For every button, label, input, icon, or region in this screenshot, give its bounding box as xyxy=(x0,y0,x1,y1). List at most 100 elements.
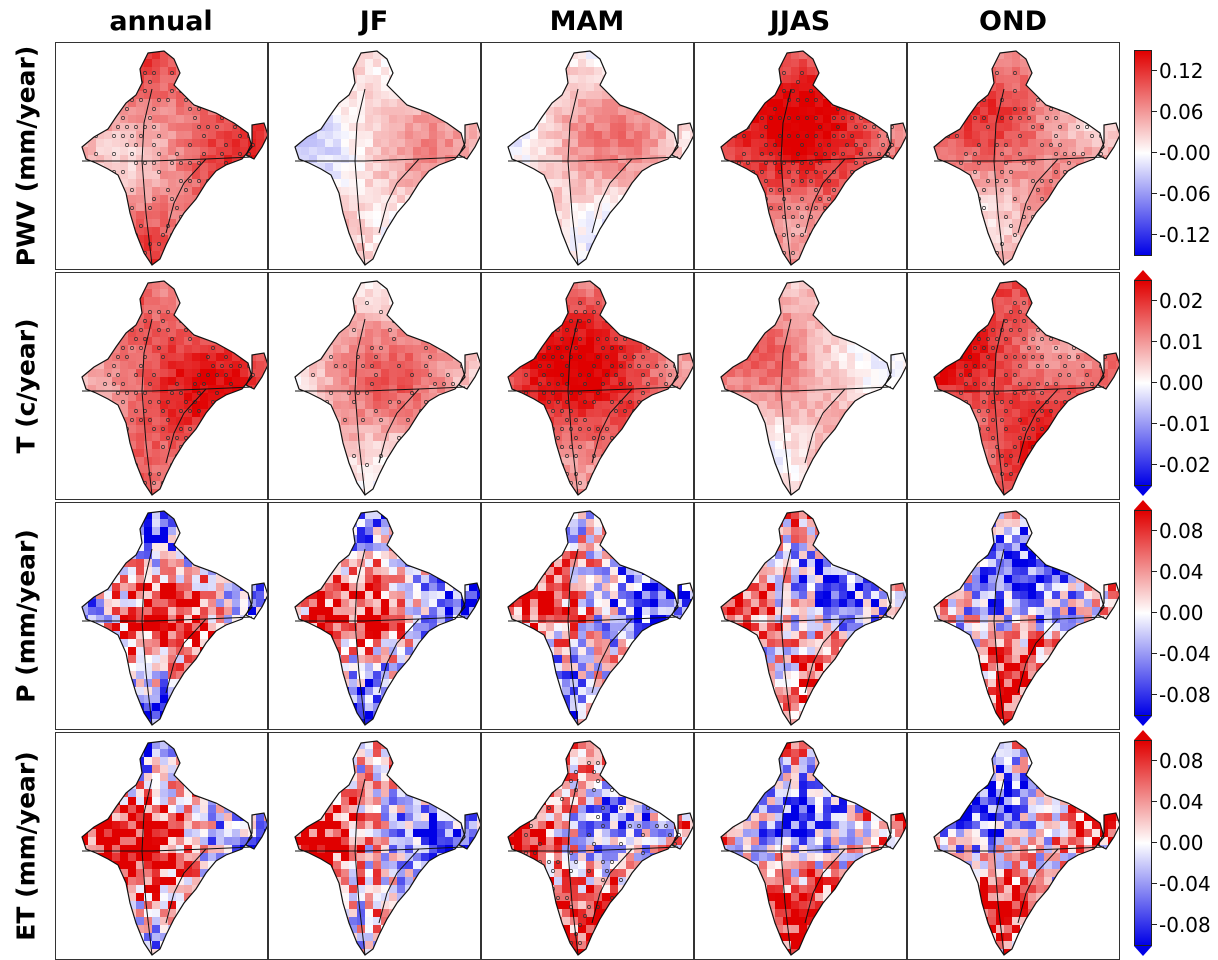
field-cells xyxy=(695,733,906,959)
colorbar-tick: -0.04 xyxy=(1152,874,1211,894)
colorbar-extend-down xyxy=(1134,486,1152,496)
india-map xyxy=(908,43,1119,269)
map-panel-3-3 xyxy=(694,732,907,960)
india-map xyxy=(695,273,906,499)
field-cells xyxy=(482,273,693,499)
colorbar-tick: -0.01 xyxy=(1152,414,1211,434)
colorbar-gradient xyxy=(1134,740,1152,946)
map-panel-3-1 xyxy=(268,732,481,960)
row-label-0: PWV (mm/year) xyxy=(2,42,50,270)
field-cells xyxy=(695,273,906,499)
india-map xyxy=(56,733,267,959)
map-panel-1-1 xyxy=(268,272,481,500)
map-panel-2-3 xyxy=(694,502,907,730)
field-cells xyxy=(482,733,693,959)
india-map xyxy=(56,43,267,269)
colorbar-tick: -0.12 xyxy=(1152,225,1211,245)
field-cells xyxy=(56,733,267,959)
field-cells xyxy=(908,273,1119,499)
colorbar-tick: 0.02 xyxy=(1152,291,1204,311)
colorbar-tick: -0.02 xyxy=(1152,455,1211,475)
field-cells xyxy=(269,43,480,269)
field-cells xyxy=(908,733,1119,959)
field-cells xyxy=(908,503,1119,729)
field-cells xyxy=(269,733,480,959)
map-panel-2-1 xyxy=(268,502,481,730)
map-panel-1-0 xyxy=(55,272,268,500)
india-map xyxy=(695,733,906,959)
colorbar-3: 0.08 0.04 0.00 -0.04 -0.08 xyxy=(1130,740,1216,946)
india-map xyxy=(269,273,480,499)
india-map xyxy=(908,503,1119,729)
colorbar-tick: 0.01 xyxy=(1152,332,1204,352)
colorbar-extend-up xyxy=(1134,730,1152,740)
india-map xyxy=(695,503,906,729)
column-title-0: annual xyxy=(55,4,267,40)
colorbar-tick: -0.04 xyxy=(1152,644,1211,664)
column-title-2: MAM xyxy=(481,4,693,40)
india-map xyxy=(56,503,267,729)
colorbar-tick: 0.04 xyxy=(1152,562,1204,582)
colorbar-gradient xyxy=(1134,510,1152,716)
map-panel-2-2 xyxy=(481,502,694,730)
colorbar-tick: -0.08 xyxy=(1152,915,1211,935)
colorbar-tick: 0.00 xyxy=(1152,603,1204,623)
india-map xyxy=(56,273,267,499)
colorbar-tick: 0.00 xyxy=(1152,373,1204,393)
field-cells xyxy=(56,273,267,499)
map-panel-0-2 xyxy=(481,42,694,270)
colorbar-gradient xyxy=(1134,280,1152,486)
colorbar-tick: -0.06 xyxy=(1152,184,1211,204)
field-cells xyxy=(269,503,480,729)
map-panel-1-3 xyxy=(694,272,907,500)
india-map xyxy=(269,503,480,729)
row-label-2: P (mm/year) xyxy=(2,502,50,730)
column-title-4: OND xyxy=(907,4,1119,40)
map-panel-1-2 xyxy=(481,272,694,500)
colorbar-tick: 0.06 xyxy=(1152,102,1204,122)
india-map xyxy=(482,503,693,729)
colorbar-tick: 0.00 xyxy=(1152,833,1204,853)
row-label-3: ET (mm/year) xyxy=(2,732,50,960)
map-panel-3-4 xyxy=(907,732,1120,960)
colorbar-0: 0.12 0.06 -0.00 -0.06 -0.12 xyxy=(1130,50,1216,256)
map-panel-0-3 xyxy=(694,42,907,270)
india-map xyxy=(269,43,480,269)
field-cells xyxy=(482,43,693,269)
field-cells xyxy=(695,503,906,729)
india-map xyxy=(482,43,693,269)
india-map xyxy=(482,733,693,959)
india-map xyxy=(908,273,1119,499)
colorbar-tick: 0.08 xyxy=(1152,521,1204,541)
map-panel-3-0 xyxy=(55,732,268,960)
colorbar-extend-up xyxy=(1134,270,1152,280)
india-map xyxy=(908,733,1119,959)
colorbar-1: 0.02 0.01 0.00 -0.01 -0.02 xyxy=(1130,280,1216,486)
colorbar-tick: 0.12 xyxy=(1152,61,1204,81)
map-panel-1-4 xyxy=(907,272,1120,500)
colorbar-2: 0.08 0.04 0.00 -0.04 -0.08 xyxy=(1130,510,1216,716)
colorbar-extend-down xyxy=(1134,946,1152,956)
map-panel-2-0 xyxy=(55,502,268,730)
india-map xyxy=(695,43,906,269)
field-cells xyxy=(269,273,480,499)
colorbar-tick: -0.00 xyxy=(1152,143,1211,163)
india-map xyxy=(482,273,693,499)
colorbar-gradient xyxy=(1134,50,1152,256)
field-cells xyxy=(482,503,693,729)
map-panel-2-4 xyxy=(907,502,1120,730)
colorbar-tick: 0.08 xyxy=(1152,751,1204,771)
colorbar-tick: 0.04 xyxy=(1152,792,1204,812)
colorbar-extend-up xyxy=(1134,500,1152,510)
column-title-3: JJAS xyxy=(694,4,906,40)
map-panel-0-1 xyxy=(268,42,481,270)
colorbar-tick: -0.08 xyxy=(1152,685,1211,705)
map-panel-0-4 xyxy=(907,42,1120,270)
field-cells xyxy=(56,503,267,729)
map-panel-3-2 xyxy=(481,732,694,960)
row-label-1: T (c/year) xyxy=(2,272,50,500)
india-map xyxy=(269,733,480,959)
colorbar-extend-down xyxy=(1134,716,1152,726)
map-panel-0-0 xyxy=(55,42,268,270)
column-title-1: JF xyxy=(268,4,480,40)
